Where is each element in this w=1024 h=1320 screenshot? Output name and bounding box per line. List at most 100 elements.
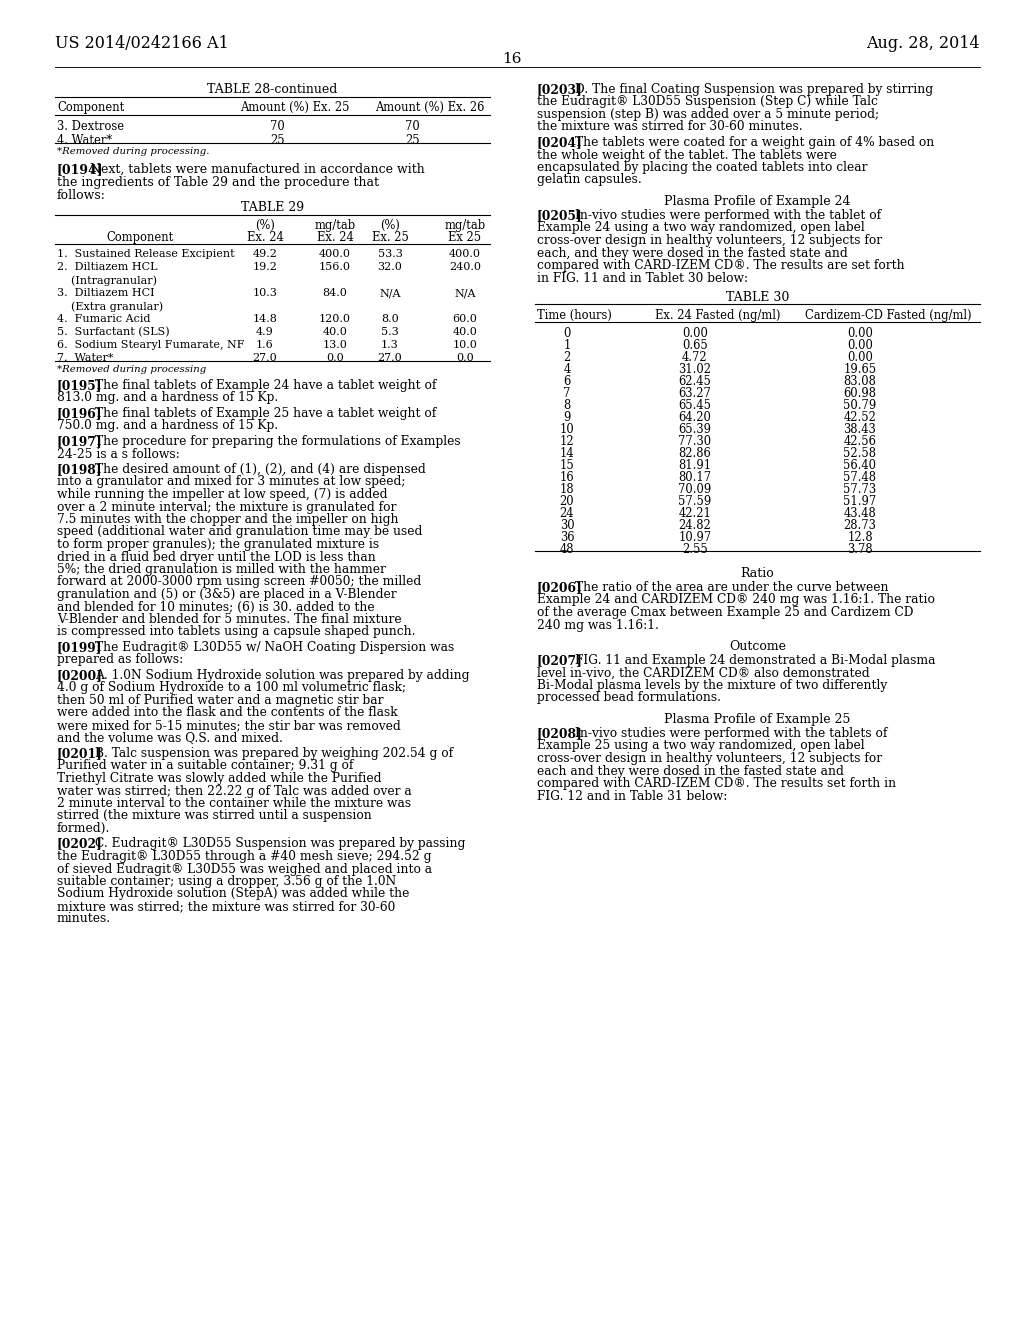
Text: [0199]: [0199] [57, 642, 102, 653]
Text: The final tablets of Example 25 have a tablet weight of: The final tablets of Example 25 have a t… [95, 407, 436, 420]
Text: 16: 16 [560, 471, 574, 484]
Text: and the volume was Q.S. and mixed.: and the volume was Q.S. and mixed. [57, 731, 283, 744]
Text: Example 24 and CARDIZEM CD® 240 mg was 1.16:1. The ratio: Example 24 and CARDIZEM CD® 240 mg was 1… [537, 594, 935, 606]
Text: Time (hours): Time (hours) [537, 309, 612, 322]
Text: 49.2: 49.2 [253, 249, 278, 259]
Text: 16: 16 [502, 51, 522, 66]
Text: 81.91: 81.91 [679, 459, 712, 473]
Text: 30: 30 [560, 519, 574, 532]
Text: Next, tablets were manufactured in accordance with: Next, tablets were manufactured in accor… [90, 162, 425, 176]
Text: 64.20: 64.20 [679, 411, 712, 424]
Text: TABLE 28-continued: TABLE 28-continued [207, 83, 338, 96]
Text: 18: 18 [560, 483, 574, 496]
Text: 51.97: 51.97 [844, 495, 877, 508]
Text: encapsulated by placing the coated tablets into clear: encapsulated by placing the coated table… [537, 161, 867, 174]
Text: Ratio: Ratio [740, 568, 774, 579]
Text: 52.58: 52.58 [844, 447, 877, 459]
Text: mg/tab: mg/tab [314, 219, 355, 232]
Text: C. Eudragit® L30D55 Suspension was prepared by passing: C. Eudragit® L30D55 Suspension was prepa… [95, 837, 465, 850]
Text: 19.2: 19.2 [253, 261, 278, 272]
Text: Plasma Profile of Example 24: Plasma Profile of Example 24 [665, 195, 851, 209]
Text: 4.9: 4.9 [256, 327, 273, 337]
Text: 4. Water*: 4. Water* [57, 135, 112, 147]
Text: 19.65: 19.65 [844, 363, 877, 376]
Text: Example 24 using a two way randomized, open label: Example 24 using a two way randomized, o… [537, 222, 864, 235]
Text: and blended for 10 minutes; (6) is 30. added to the: and blended for 10 minutes; (6) is 30. a… [57, 601, 375, 614]
Text: 48: 48 [560, 543, 574, 556]
Text: follows:: follows: [57, 189, 105, 202]
Text: 2.55: 2.55 [682, 543, 708, 556]
Text: to form proper granules); the granulated mixture is: to form proper granules); the granulated… [57, 539, 379, 550]
Text: In-vivo studies were performed with the tablet of: In-vivo studies were performed with the … [575, 209, 881, 222]
Text: Ex. 24: Ex. 24 [316, 231, 353, 244]
Text: FIG. 12 and in Table 31 below:: FIG. 12 and in Table 31 below: [537, 789, 727, 803]
Text: Amount (%) Ex. 26: Amount (%) Ex. 26 [375, 102, 484, 114]
Text: 1.6: 1.6 [256, 341, 273, 350]
Text: 24.82: 24.82 [679, 519, 712, 532]
Text: while running the impeller at low speed, (7) is added: while running the impeller at low speed,… [57, 488, 387, 502]
Text: US 2014/0242166 A1: US 2014/0242166 A1 [55, 36, 228, 51]
Text: mg/tab: mg/tab [444, 219, 485, 232]
Text: 0.65: 0.65 [682, 339, 708, 352]
Text: over a 2 minute interval; the mixture is granulated for: over a 2 minute interval; the mixture is… [57, 500, 396, 513]
Text: formed).: formed). [57, 822, 111, 836]
Text: 0.00: 0.00 [847, 351, 872, 364]
Text: 2.  Diltiazem HCL: 2. Diltiazem HCL [57, 261, 158, 272]
Text: (%): (%) [380, 219, 400, 232]
Text: FIG. 11 and Example 24 demonstrated a Bi-Modal plasma: FIG. 11 and Example 24 demonstrated a Bi… [575, 653, 936, 667]
Text: 12: 12 [560, 436, 574, 447]
Text: 13.0: 13.0 [323, 341, 347, 350]
Text: [0197]: [0197] [57, 436, 102, 447]
Text: 1.  Sustained Release Excipient: 1. Sustained Release Excipient [57, 249, 234, 259]
Text: [0207]: [0207] [537, 653, 583, 667]
Text: forward at 2000-3000 rpm using screen #0050; the milled: forward at 2000-3000 rpm using screen #0… [57, 576, 421, 589]
Text: 27.0: 27.0 [378, 352, 402, 363]
Text: 32.0: 32.0 [378, 261, 402, 272]
Text: 20: 20 [560, 495, 574, 508]
Text: 240.0: 240.0 [449, 261, 481, 272]
Text: 1.3: 1.3 [381, 341, 399, 350]
Text: minutes.: minutes. [57, 912, 112, 925]
Text: cross-over design in healthy volunteers, 12 subjects for: cross-over design in healthy volunteers,… [537, 752, 882, 766]
Text: 6: 6 [563, 375, 570, 388]
Text: 38.43: 38.43 [844, 422, 877, 436]
Text: 10.0: 10.0 [453, 341, 477, 350]
Text: 4.0 g of Sodium Hydroxide to a 100 ml volumetric flask;: 4.0 g of Sodium Hydroxide to a 100 ml vo… [57, 681, 407, 694]
Text: is compressed into tablets using a capsule shaped punch.: is compressed into tablets using a capsu… [57, 626, 416, 639]
Text: 84.0: 84.0 [323, 288, 347, 298]
Text: B. Talc suspension was prepared by weighing 202.54 g of: B. Talc suspension was prepared by weigh… [95, 747, 454, 760]
Text: then 50 ml of Purified water and a magnetic stir bar: then 50 ml of Purified water and a magne… [57, 694, 384, 708]
Text: granulation and (5) or (3&5) are placed in a V-Blender: granulation and (5) or (3&5) are placed … [57, 587, 396, 601]
Text: D. The final Coating Suspension was prepared by stirring: D. The final Coating Suspension was prep… [575, 83, 933, 96]
Text: N/A: N/A [379, 288, 400, 298]
Text: were mixed for 5-15 minutes; the stir bar was removed: were mixed for 5-15 minutes; the stir ba… [57, 719, 400, 733]
Text: each and they were dosed in the fasted state and: each and they were dosed in the fasted s… [537, 764, 844, 777]
Text: 0.0: 0.0 [326, 352, 344, 363]
Text: A. 1.0N Sodium Hydroxide solution was prepared by adding: A. 1.0N Sodium Hydroxide solution was pr… [95, 669, 469, 682]
Text: 65.45: 65.45 [679, 399, 712, 412]
Text: in FIG. 11 and in Tablet 30 below:: in FIG. 11 and in Tablet 30 below: [537, 272, 749, 285]
Text: [0200]: [0200] [57, 669, 102, 682]
Text: 36: 36 [560, 531, 574, 544]
Text: were added into the flask and the contents of the flask: were added into the flask and the conten… [57, 706, 397, 719]
Text: (Extra granular): (Extra granular) [57, 301, 163, 312]
Text: V-Blender and blended for 5 minutes. The final mixture: V-Blender and blended for 5 minutes. The… [57, 612, 401, 626]
Text: 6.  Sodium Stearyl Fumarate, NF: 6. Sodium Stearyl Fumarate, NF [57, 341, 245, 350]
Text: Outcome: Outcome [729, 640, 786, 653]
Text: 57.48: 57.48 [844, 471, 877, 484]
Text: TABLE 29: TABLE 29 [241, 201, 304, 214]
Text: Purified water in a suitable container; 9.31 g of: Purified water in a suitable container; … [57, 759, 353, 772]
Text: Ex. 25: Ex. 25 [372, 231, 409, 244]
Text: 14: 14 [560, 447, 574, 459]
Text: 70.09: 70.09 [678, 483, 712, 496]
Text: Ex 25: Ex 25 [449, 231, 481, 244]
Text: 60.0: 60.0 [453, 314, 477, 323]
Text: 82.86: 82.86 [679, 447, 712, 459]
Text: 3.78: 3.78 [847, 543, 872, 556]
Text: 120.0: 120.0 [319, 314, 351, 323]
Text: *Removed during processing: *Removed during processing [57, 366, 206, 374]
Text: 43.48: 43.48 [844, 507, 877, 520]
Text: Aug. 28, 2014: Aug. 28, 2014 [866, 36, 980, 51]
Text: 60.98: 60.98 [844, 387, 877, 400]
Text: 10.97: 10.97 [678, 531, 712, 544]
